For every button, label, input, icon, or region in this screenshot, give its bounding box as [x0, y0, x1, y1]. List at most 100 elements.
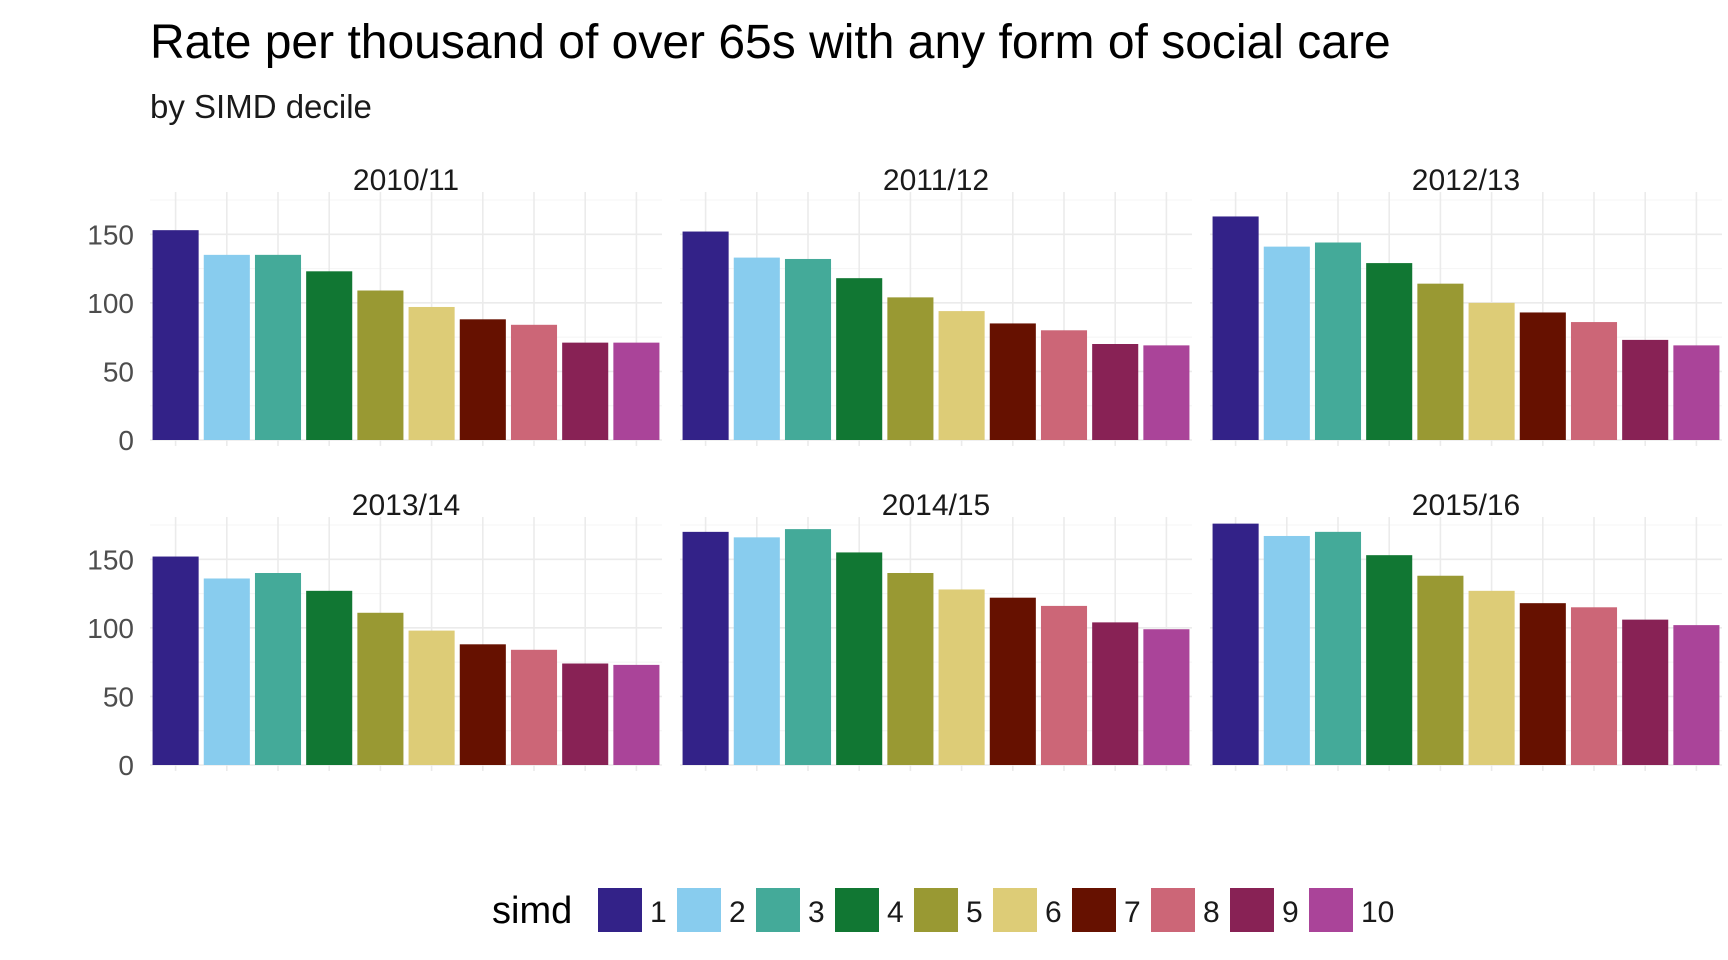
facet-label: 2014/15: [882, 489, 990, 522]
y-tick-label: 150: [87, 544, 134, 575]
bar-simd-6: [938, 311, 985, 440]
bar-simd-9: [1092, 344, 1139, 440]
bar-simd-10: [1143, 629, 1190, 765]
bar-simd-10: [1673, 345, 1720, 440]
y-tick-label: 50: [103, 356, 134, 387]
facet-panel: 2011/12: [680, 164, 1192, 446]
bar-simd-4: [836, 552, 883, 765]
legend-key-6: [993, 888, 1037, 932]
bar-simd-8: [1570, 322, 1618, 440]
y-tick-label: 0: [118, 425, 134, 456]
bar-simd-7: [989, 323, 1036, 440]
bar-simd-3: [254, 573, 302, 765]
y-tick-label: 100: [87, 288, 134, 319]
bar-simd-1: [1212, 523, 1259, 765]
y-tick-label: 150: [87, 219, 134, 250]
legend-label: 4: [887, 896, 904, 929]
bar-simd-7: [459, 644, 506, 765]
y-tick-label: 100: [87, 613, 134, 644]
y-tick-label: 0: [118, 750, 134, 781]
bar-simd-3: [784, 258, 832, 440]
facet-panel: 2014/15: [680, 489, 1192, 771]
bar-simd-6: [408, 630, 455, 765]
legend-key-3: [756, 888, 800, 932]
bar-simd-6: [938, 589, 985, 765]
bar-simd-2: [1263, 246, 1310, 440]
bar-simd-3: [1314, 531, 1362, 765]
legend-key-9: [1230, 888, 1274, 932]
bar-simd-4: [306, 590, 353, 765]
bar-simd-4: [836, 278, 883, 440]
chart-title: Rate per thousand of over 65s with any f…: [150, 16, 1391, 69]
bar-simd-3: [254, 254, 302, 440]
legend-key-10: [1309, 888, 1353, 932]
bar-simd-5: [357, 290, 404, 440]
chart-subtitle: by SIMD decile: [150, 88, 372, 125]
bar-simd-2: [1263, 535, 1310, 765]
bar-simd-6: [1468, 590, 1515, 765]
facet-panel: 2015/16: [1210, 489, 1722, 771]
bar-simd-8: [1040, 605, 1088, 765]
legend-label: 8: [1203, 896, 1220, 929]
bar-simd-2: [203, 578, 250, 765]
bar-simd-2: [203, 254, 250, 440]
bar-simd-7: [1519, 312, 1566, 440]
bar-simd-10: [1673, 625, 1720, 765]
bar-simd-6: [408, 306, 455, 440]
bar-simd-9: [1622, 339, 1669, 440]
legend-key-4: [835, 888, 879, 932]
bar-simd-10: [613, 664, 660, 765]
facet-label: 2011/12: [883, 164, 989, 197]
bar-simd-5: [887, 297, 934, 440]
legend-label: 7: [1124, 896, 1141, 929]
facet-label: 2010/11: [353, 164, 459, 197]
bar-simd-1: [152, 556, 199, 765]
legend-label: 6: [1045, 896, 1062, 929]
bar-simd-10: [1143, 345, 1190, 440]
legend-label: 1: [650, 896, 667, 929]
facet-panel: 2010/11 0 50 100 150: [87, 164, 662, 456]
bar-simd-1: [682, 231, 729, 440]
bar-simd-5: [1417, 283, 1464, 440]
bar-simd-1: [152, 230, 199, 440]
legend-label: 10: [1361, 896, 1394, 929]
legend-label: 9: [1282, 896, 1299, 929]
bar-simd-5: [887, 573, 934, 765]
bar-simd-7: [1519, 603, 1566, 765]
bar-simd-8: [510, 649, 558, 765]
bar-simd-10: [613, 342, 660, 440]
facet-label: 2015/16: [1412, 489, 1520, 522]
bar-simd-5: [357, 612, 404, 765]
facet-panels: 2010/11 0 50 100 150 2011/12 2012/13 2013/14 0 50…: [87, 164, 1722, 781]
y-tick-label: 50: [103, 681, 134, 712]
legend-label: 2: [729, 896, 746, 929]
facet-label: 2013/14: [352, 489, 460, 522]
bar-simd-7: [459, 319, 506, 440]
bar-simd-4: [1366, 555, 1413, 765]
bar-simd-9: [562, 342, 609, 440]
facet-label: 2012/13: [1412, 164, 1520, 197]
bar-simd-9: [1622, 619, 1669, 765]
bar-simd-6: [1468, 302, 1515, 440]
bar-simd-2: [733, 537, 780, 765]
bar-simd-8: [1570, 607, 1618, 765]
bar-simd-7: [989, 597, 1036, 765]
facet-panel: 2012/13: [1210, 164, 1722, 446]
bar-simd-9: [562, 663, 609, 765]
facet-panel: 2013/14 0 50 100 150: [87, 489, 662, 781]
legend-title: simd: [492, 890, 572, 932]
bar-simd-3: [1314, 242, 1362, 440]
legend-key-8: [1151, 888, 1195, 932]
legend: simd 1 2 3 4 5 6 7 8 9 10: [492, 888, 1394, 932]
bar-simd-9: [1092, 622, 1139, 765]
bar-simd-4: [1366, 263, 1413, 440]
legend-key-1: [598, 888, 642, 932]
bar-simd-1: [682, 531, 729, 765]
legend-label: 3: [808, 896, 825, 929]
bar-simd-8: [1040, 330, 1088, 440]
bar-simd-2: [733, 257, 780, 440]
bar-simd-4: [306, 271, 353, 440]
bar-simd-1: [1212, 216, 1259, 440]
legend-key-2: [677, 888, 721, 932]
